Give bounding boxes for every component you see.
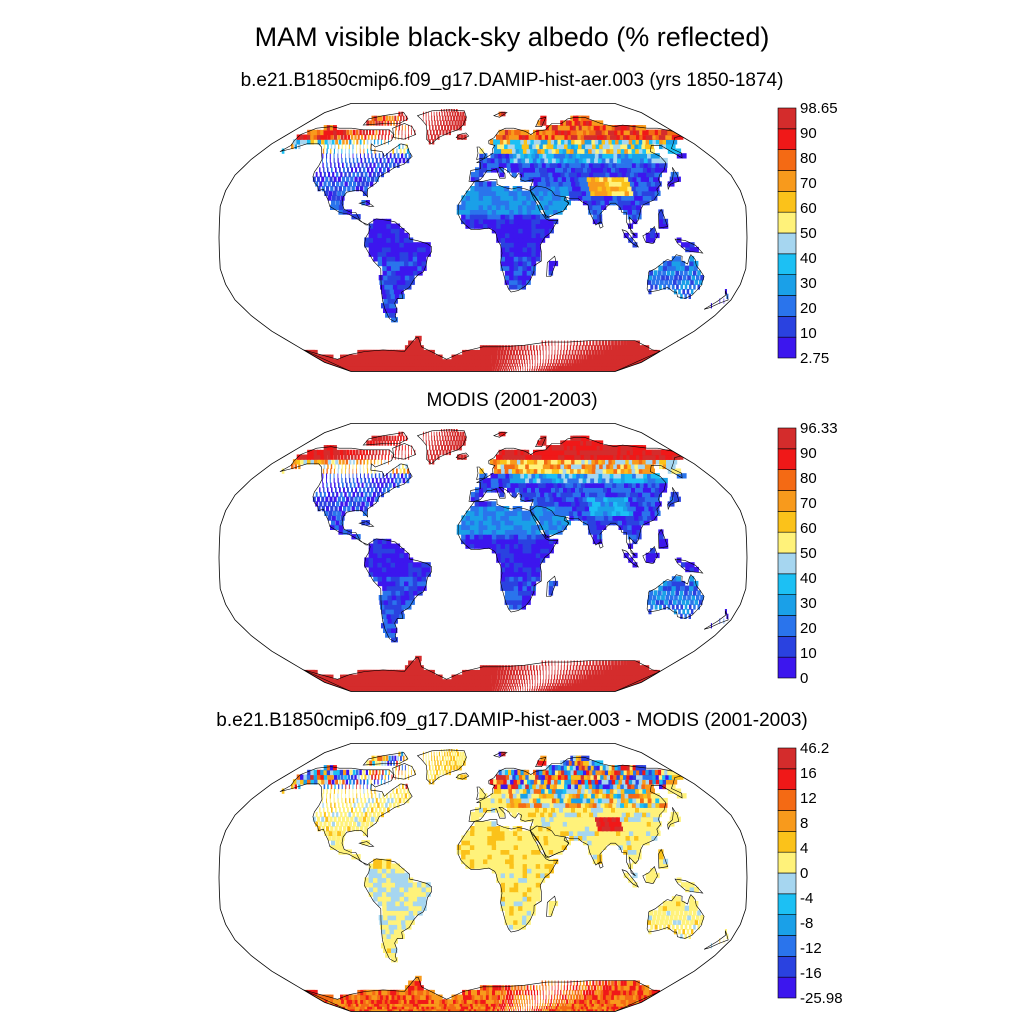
colorbar-tick-label: 80 xyxy=(800,470,817,487)
colorbar-swatch xyxy=(777,956,797,978)
colorbar-tick-label: 10 xyxy=(800,645,817,662)
colorbar-swatch xyxy=(777,128,797,150)
colorbar-swatch xyxy=(777,552,797,575)
colorbar-tick-label: 16 xyxy=(800,765,817,782)
colorbar-swatch xyxy=(777,191,797,213)
colorbar-tick-label: -4 xyxy=(800,890,813,907)
main-title: MAM visible black-sky albedo (% reflecte… xyxy=(254,22,770,52)
colorbar-swatch xyxy=(777,295,797,317)
map-diff xyxy=(218,743,748,1012)
colorbar-tick-label: 70 xyxy=(800,495,817,512)
coastlines xyxy=(279,749,729,1012)
colorbar-swatch xyxy=(777,594,797,616)
colorbar-swatch xyxy=(777,490,797,512)
albedo-grid xyxy=(281,429,729,692)
colorbar-tick-label: 70 xyxy=(800,175,817,192)
coastlines xyxy=(279,109,729,372)
colorbar-swatch xyxy=(777,274,797,296)
colorbar-tick-label: 40 xyxy=(800,250,817,267)
map-outline xyxy=(218,103,748,372)
colorbar-swatch xyxy=(777,107,797,130)
colorbar-tick-label: 30 xyxy=(800,595,817,612)
colorbar-tick-label: -12 xyxy=(800,940,822,957)
colorbar-swatch xyxy=(777,211,797,234)
colorbar-swatch xyxy=(777,893,797,915)
colorbar-tick-label: 8 xyxy=(800,815,808,832)
colorbar-swatch xyxy=(777,253,797,275)
colorbar-model: 98.65 90 80 70 60 50 40 30 20 10 2.75 xyxy=(777,100,838,367)
colorbar-swatch xyxy=(777,615,797,637)
colorbar-tick-label: 60 xyxy=(800,520,817,537)
albedo-grid xyxy=(281,749,729,1012)
colorbar-swatch xyxy=(777,336,797,359)
colorbar-swatch xyxy=(777,656,797,679)
colorbar-tick-label: 40 xyxy=(800,570,817,587)
panel-title-diff: b.e21.B1850cmip6.f09_g17.DAMIP-hist-aer.… xyxy=(216,710,808,731)
colorbar-tick-label: 20 xyxy=(800,300,817,317)
colorbar-swatch xyxy=(777,810,797,832)
map-outline xyxy=(218,743,748,1012)
colorbar-tick-label: -16 xyxy=(800,965,822,982)
colorbar-tick-label: -25.98 xyxy=(800,990,843,1007)
colorbar-swatch xyxy=(777,914,797,936)
colorbar-swatch xyxy=(777,789,797,811)
colorbar-swatch xyxy=(777,149,797,171)
colorbar-tick-label: 46.2 xyxy=(800,740,829,757)
colorbar-swatch xyxy=(777,976,797,999)
colorbar-tick-label: 0 xyxy=(800,865,808,882)
colorbar-tick-label: 0 xyxy=(800,670,808,687)
colorbar-swatch xyxy=(777,573,797,595)
coastlines xyxy=(279,429,729,692)
colorbar-swatch xyxy=(777,636,797,658)
colorbar-tick-label: 90 xyxy=(800,125,817,142)
colorbar-swatch xyxy=(777,747,797,770)
colorbar-swatch xyxy=(777,768,797,790)
colorbar-tick-label: 50 xyxy=(800,545,817,562)
colorbar-swatch xyxy=(777,170,797,192)
map-obs xyxy=(218,423,748,692)
colorbar-tick-label: 50 xyxy=(800,225,817,242)
map-outline xyxy=(218,423,748,692)
map-model xyxy=(218,103,748,372)
colorbar-swatch xyxy=(777,831,797,853)
panel-title-model: b.e21.B1850cmip6.f09_g17.DAMIP-hist-aer.… xyxy=(240,70,784,91)
colorbar-swatch xyxy=(777,316,797,338)
colorbar-tick-label: 4 xyxy=(800,840,808,857)
colorbar-tick-label: 10 xyxy=(800,325,817,342)
colorbar-tick-label: 12 xyxy=(800,790,817,807)
colorbar-tick-label: -8 xyxy=(800,915,813,932)
colorbar-obs: 96.33 90 80 70 60 50 40 30 20 10 0 xyxy=(777,420,838,687)
colorbar-swatch xyxy=(777,427,797,450)
colorbar-diff: 46.2 16 12 8 4 0 -4 -8 -12 -16 -25.98 xyxy=(777,740,843,1007)
colorbar-tick-label: 98.65 xyxy=(800,100,838,117)
colorbar-tick-label: 2.75 xyxy=(800,350,829,367)
colorbar-tick-label: 96.33 xyxy=(800,420,838,437)
colorbar-swatch xyxy=(777,935,797,957)
colorbar-tick-label: 90 xyxy=(800,445,817,462)
colorbar-swatch xyxy=(777,851,797,874)
colorbar-swatch xyxy=(777,469,797,491)
colorbar-swatch xyxy=(777,872,797,895)
colorbar-tick-label: 80 xyxy=(800,150,817,167)
colorbar-swatch xyxy=(777,511,797,533)
colorbar-swatch xyxy=(777,531,797,554)
colorbar-tick-label: 60 xyxy=(800,200,817,217)
panel-title-obs: MODIS (2001-2003) xyxy=(426,390,598,411)
colorbar-swatch xyxy=(777,232,797,255)
colorbar-tick-label: 30 xyxy=(800,275,817,292)
colorbar-tick-label: 20 xyxy=(800,620,817,637)
colorbar-swatch xyxy=(777,448,797,470)
